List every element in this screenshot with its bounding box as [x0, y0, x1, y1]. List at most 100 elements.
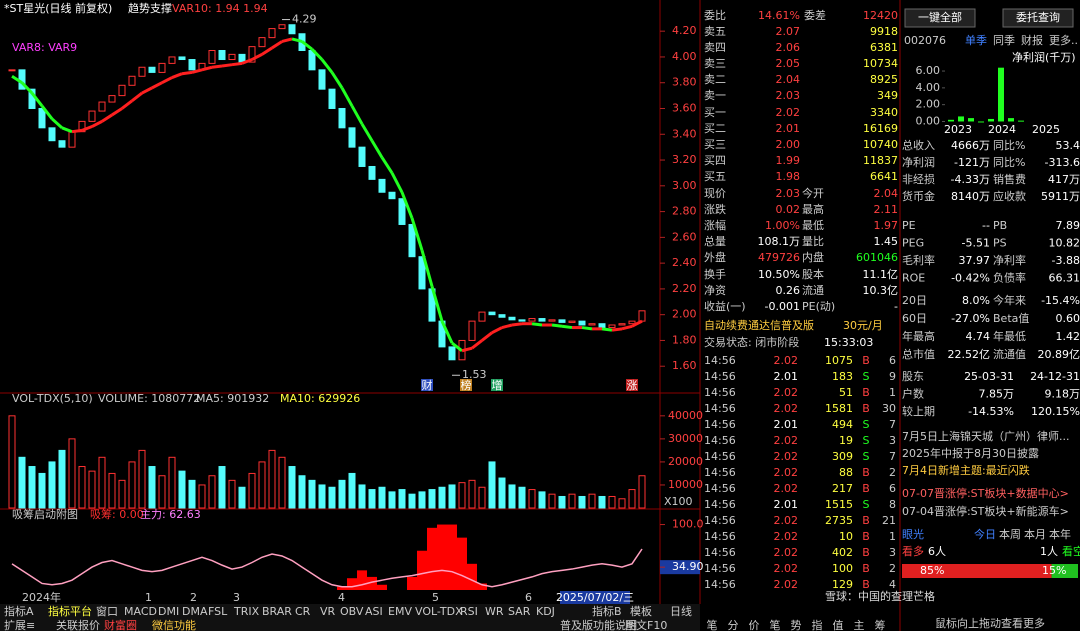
- news[interactable]: 7月5日上海锦天城（广州）律师...: [902, 429, 1070, 443]
- tab[interactable]: FSL: [208, 605, 228, 618]
- tab[interactable]: VR: [320, 605, 336, 618]
- event-flag-label[interactable]: 榜: [461, 378, 472, 392]
- quote-value: 11.1亿: [863, 268, 899, 281]
- side-tab[interactable]: 值: [833, 619, 844, 631]
- bear-label: 看空: [1062, 544, 1080, 558]
- side-tab[interactable]: 分: [728, 619, 739, 631]
- button[interactable]: [904, 8, 976, 28]
- tab[interactable]: ASI: [365, 605, 383, 618]
- news[interactable]: 2025年中报于8月30日披露: [902, 446, 1039, 460]
- button-label[interactable]: 一键全部: [918, 10, 962, 24]
- profit-bar: [1018, 120, 1024, 122]
- x-label: 1: [145, 591, 152, 604]
- tab[interactable]: DMI: [158, 605, 179, 618]
- candle: [228, 53, 236, 61]
- side-tab[interactable]: 指: [812, 618, 823, 631]
- event-flag-label[interactable]: 增: [492, 378, 503, 392]
- trade-volume: 1075: [825, 354, 853, 367]
- candle: [488, 311, 496, 316]
- x-label: 2025/07/02/三: [556, 591, 634, 604]
- news[interactable]: 7月4日新增主题:最近闪跌: [902, 463, 1030, 477]
- finance-tab[interactable]: 单季: [965, 34, 987, 47]
- book-volume: 8925: [870, 73, 898, 86]
- ma-line: [161, 76, 173, 85]
- tab[interactable]: 指标B: [592, 604, 622, 618]
- period-tab[interactable]: 本年: [1049, 527, 1071, 541]
- tab[interactable]: EMV: [388, 605, 412, 618]
- candle: [288, 24, 296, 35]
- button-label[interactable]: 委托查询: [1016, 10, 1060, 24]
- event-flag-label[interactable]: 财: [422, 378, 433, 392]
- candle: [158, 62, 166, 73]
- bear-count: 1人: [1040, 545, 1058, 558]
- finance-tab[interactable]: 同季: [993, 34, 1015, 47]
- main-value: 主力: 62.63: [140, 508, 201, 521]
- candle: [628, 320, 636, 325]
- side-tab[interactable]: 价: [749, 619, 760, 631]
- bottom-link[interactable]: 微信功能: [152, 618, 196, 631]
- finance-tab[interactable]: 更多..: [1049, 33, 1078, 47]
- book-label: 买五: [704, 170, 726, 183]
- trade-count: 7: [889, 450, 896, 463]
- tab[interactable]: 窗口: [96, 604, 118, 618]
- promo-price[interactable]: 30元/月: [843, 319, 883, 332]
- button[interactable]: [1002, 8, 1074, 28]
- ma-line: [370, 139, 384, 159]
- tab[interactable]: 指标平台: [48, 604, 92, 618]
- side-tab[interactable]: 筹: [875, 618, 886, 631]
- rows-label: 非经损: [902, 172, 935, 186]
- tab[interactable]: SAR: [508, 605, 531, 618]
- quote-value: -0.001: [765, 300, 800, 313]
- finance-tab[interactable]: 财报: [1021, 33, 1043, 47]
- limit-up[interactable]: 07-04晋涨停:ST板块+新能源车>: [902, 504, 1069, 518]
- tab[interactable]: WR: [485, 605, 504, 618]
- tab[interactable]: 模板: [630, 604, 652, 618]
- side-tab[interactable]: 笔: [707, 618, 718, 631]
- ma5-value: MA5: 901932: [196, 392, 269, 405]
- side-tab[interactable]: 主: [854, 619, 865, 631]
- bottom-link[interactable]: 扩展≡: [4, 618, 35, 631]
- tab[interactable]: 指标A: [4, 604, 34, 618]
- tab[interactable]: RSI: [460, 605, 478, 618]
- tab[interactable]: DMA: [182, 605, 208, 618]
- trade-count: 3: [889, 434, 896, 447]
- bottom-link[interactable]: 关联报价: [56, 618, 100, 631]
- tab[interactable]: VOL-TDX: [415, 605, 463, 618]
- volume-bar: [98, 456, 106, 509]
- candle: [268, 28, 276, 39]
- limit-up[interactable]: 07-07晋涨停:ST板块+数据中心>: [902, 486, 1069, 500]
- bottom-link[interactable]: 财富圈: [104, 618, 137, 631]
- side-tab[interactable]: 笔: [770, 618, 781, 631]
- bear-bar: [1051, 564, 1078, 578]
- tab[interactable]: BRAR: [262, 605, 292, 618]
- quote-value: 10.3亿: [863, 284, 899, 297]
- ma-line: [271, 40, 283, 50]
- tab[interactable]: OBV: [340, 605, 364, 618]
- period-tab[interactable]: 今日: [974, 527, 996, 541]
- absorb-bar: [457, 537, 467, 590]
- x-label: 6: [525, 591, 532, 604]
- bottom-link[interactable]: 图文F10: [625, 618, 667, 631]
- volume-bar: [148, 466, 156, 509]
- tab[interactable]: TRIX: [233, 605, 260, 618]
- bottom-link[interactable]: 普及版功能说明: [560, 618, 637, 631]
- candle: [578, 320, 586, 326]
- trade-side: S: [863, 434, 870, 447]
- holder-label: 户数: [902, 387, 924, 401]
- event-flag-label[interactable]: 涨: [627, 379, 638, 392]
- promo[interactable]: 自动续费通达信普及版: [704, 318, 814, 332]
- trade-time: 14:56: [704, 386, 736, 399]
- period-tab[interactable]: 本周: [999, 527, 1021, 541]
- volume-bar: [108, 472, 116, 509]
- tab[interactable]: MACD: [124, 605, 157, 618]
- ma10-value: MA10: 629926: [280, 392, 360, 405]
- side-tab[interactable]: 势: [791, 619, 802, 631]
- candle: [558, 319, 566, 323]
- rows-label: 销售费: [993, 172, 1026, 186]
- trade-count: 6: [889, 354, 896, 367]
- tab[interactable]: 日线: [670, 604, 692, 618]
- tab[interactable]: KDJ: [536, 605, 555, 618]
- period-tab[interactable]: 本月: [1024, 527, 1046, 541]
- trade-time: 14:56: [704, 498, 736, 511]
- tab[interactable]: CR: [295, 605, 311, 618]
